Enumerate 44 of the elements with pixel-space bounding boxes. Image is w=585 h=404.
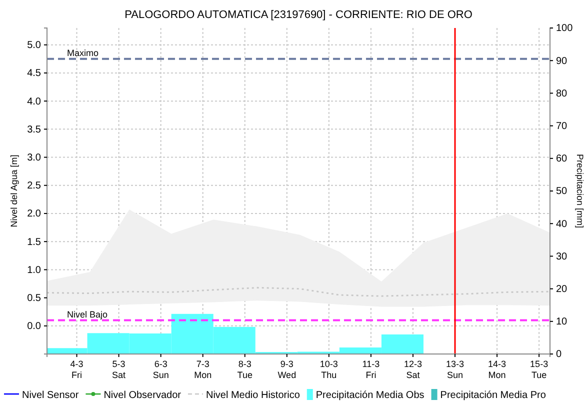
- y-tick-label: 5.0: [27, 40, 42, 52]
- chart-title: PALOGORDO AUTOMATICA [23197690] - CORRIENTE: RIO DE ORO: [124, 9, 473, 21]
- x-tick-label: 7-3 Mon: [194, 359, 212, 380]
- x-tick-label: 15-3 Tue: [530, 359, 548, 380]
- y-tick-label: 2.5: [27, 180, 42, 192]
- legend-label: Precipitación Media Pro: [440, 390, 546, 401]
- ref-line-label: Nivel Bajo: [67, 309, 108, 320]
- y2-tick-label: 60: [556, 154, 568, 165]
- y2-tick-label: 0: [556, 349, 562, 360]
- y-tick-label: 3.5: [27, 124, 42, 136]
- y-tick-label: 1.5: [27, 236, 42, 248]
- y2-tick-label: 30: [556, 251, 568, 262]
- x-tick-label: 9-3 Wed: [278, 359, 296, 380]
- legend-label: Nivel Sensor: [22, 390, 80, 401]
- y-tick-label: 0.0: [27, 321, 42, 332]
- legend-label: Nivel Observador: [104, 390, 182, 401]
- y-tick-label: 1.0: [27, 264, 42, 276]
- x-tick-label: 11-3 Fri: [362, 359, 380, 380]
- x-tick-label: 14-3 Mon: [488, 359, 506, 380]
- x-tick-label: 6-3 Sun: [152, 359, 169, 380]
- y-axis-title: Nivel del Agua [m]: [9, 154, 19, 228]
- y2-tick-label: 20: [556, 284, 568, 295]
- x-tick-label: 13-3 Sun: [446, 359, 464, 380]
- y-tick-label: 2.0: [27, 208, 42, 220]
- y-tick-label: 3.0: [27, 152, 42, 164]
- y2-tick-label: 80: [556, 88, 568, 100]
- x-tick-label: 10-3 Thu: [320, 359, 338, 380]
- x-tick-label: 4-3 Fri: [70, 359, 84, 380]
- y-tick-label: 0.5: [27, 292, 42, 304]
- ref-line-label: Maximo: [67, 48, 99, 58]
- y2-tick-label: 70: [556, 121, 568, 132]
- x-tick-label: 12-3 Sat: [404, 359, 422, 380]
- y-tick-label: 4.5: [27, 68, 42, 80]
- y2-tick-label: 40: [556, 218, 568, 230]
- y2-tick-label: 50: [556, 186, 568, 198]
- y2-tick-label: 100: [556, 23, 574, 34]
- y2-tick-label: 10: [556, 316, 568, 328]
- x-tick-label: 5-3 Sat: [112, 359, 126, 380]
- y2-axis-title: Precipitacion [mm]: [575, 154, 585, 228]
- legend-label: Nivel Medio Historico: [206, 390, 300, 401]
- legend-label: Precipitación Media Obs: [316, 390, 424, 401]
- y-tick-label: 4.0: [27, 96, 42, 108]
- y2-tick-label: 90: [556, 56, 568, 67]
- x-tick-label: 8-3 Tue: [237, 359, 252, 380]
